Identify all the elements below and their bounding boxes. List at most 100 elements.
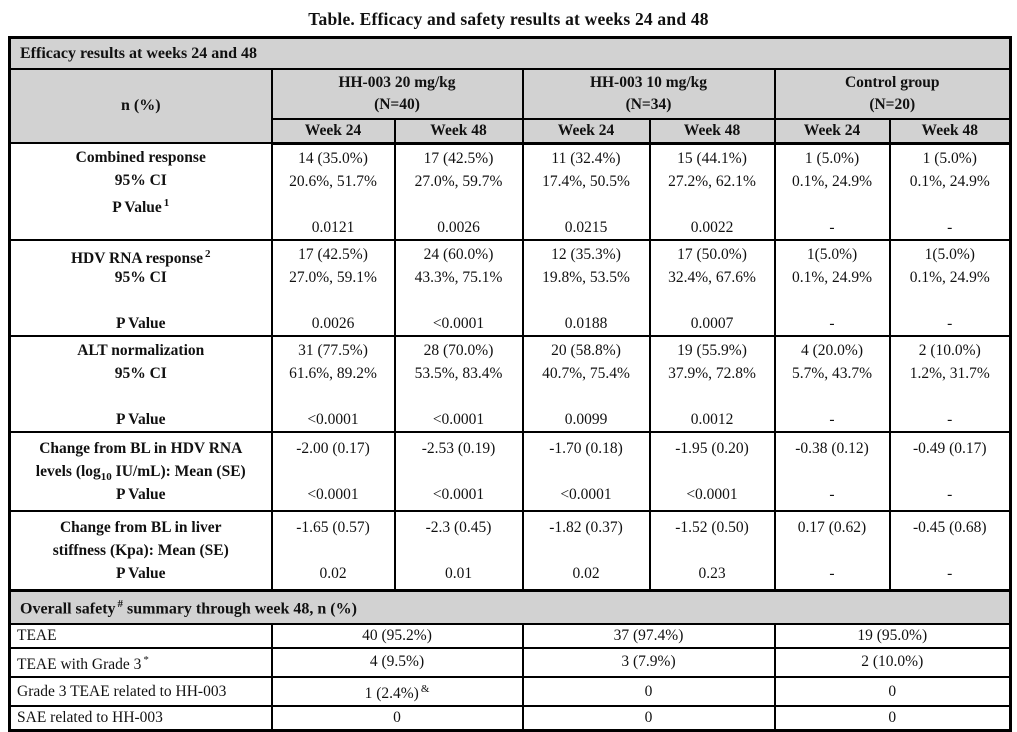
data-cell: 28 (70.0%) 53.5%, 83.4% <0.0001 bbox=[393, 334, 524, 433]
cell-pvalue: - bbox=[947, 485, 953, 503]
group-n: (N=20) bbox=[869, 96, 916, 113]
data-cell: -0.45 (0.68) - bbox=[888, 509, 1012, 591]
pvalue-label: P Value bbox=[115, 410, 166, 428]
safety-value-cell: 0 bbox=[270, 705, 524, 732]
safety-value-cell: 0 bbox=[521, 675, 776, 708]
cell-value: 2 (10.0%) bbox=[918, 341, 981, 359]
cell-value: 4 (20.0%) bbox=[801, 341, 863, 359]
cell-pvalue: - bbox=[829, 485, 835, 503]
safety-section-header: Overall safety # summary through week 48,… bbox=[8, 588, 1012, 625]
data-cell: 15 (44.1%) 27.2%, 62.1% 0.0022 bbox=[648, 142, 776, 241]
safety-value-cell: 0 bbox=[521, 705, 776, 732]
cell-value: 24 (60.0%) bbox=[423, 245, 494, 263]
cell-ci: 53.5%, 83.4% bbox=[414, 364, 503, 382]
cell-value: 17 (42.5%) bbox=[423, 149, 494, 167]
group-name: HH-003 20 mg/kg bbox=[338, 74, 456, 91]
efficacy-row-liver-stiffness-change: Change from BL in liver stiffness (Kpa):… bbox=[8, 509, 1012, 591]
row-label-line2: stiffness (Kpa): Mean (SE) bbox=[52, 541, 229, 559]
efficacy-safety-table: Efficacy results at weeks 24 and 48 n (%… bbox=[8, 36, 1013, 732]
cell-pvalue: 0.0121 bbox=[311, 218, 355, 236]
cell-value: -0.38 (0.12) bbox=[795, 439, 869, 457]
data-cell: -0.38 (0.12) - bbox=[773, 430, 891, 512]
safety-value-cell: 0 bbox=[773, 705, 1012, 732]
data-cell: -2.53 (0.19) <0.0001 bbox=[393, 430, 524, 512]
row-label: Combined response bbox=[75, 149, 206, 166]
data-cell: 31 (77.5%) 61.6%, 89.2% <0.0001 bbox=[270, 334, 396, 433]
ci-label: 95% CI bbox=[114, 268, 167, 286]
pvalue-label: P Value 1 bbox=[112, 197, 170, 217]
cell-ci: 19.8%, 53.5% bbox=[542, 268, 630, 286]
cell-pvalue: 0.0026 bbox=[311, 314, 355, 332]
data-cell: 20 (58.8%) 40.7%, 75.4% 0.0099 bbox=[521, 334, 651, 433]
cell-pvalue: 0.01 bbox=[444, 564, 473, 582]
cell-ci: 0.1%, 24.9% bbox=[791, 172, 873, 190]
data-cell: -1.82 (0.37) 0.02 bbox=[521, 509, 651, 591]
safety-row-label: Grade 3 TEAE related to HH-003 bbox=[8, 675, 273, 708]
row-label-cell: ALT normalization 95% CI P Value bbox=[8, 334, 273, 433]
group-header-row: n (%) HH-003 20 mg/kg (N=40) HH-003 10 m… bbox=[8, 68, 1012, 144]
cell-value: -2.53 (0.19) bbox=[421, 439, 496, 457]
cell-value: 12 (35.3%) bbox=[551, 245, 621, 263]
data-cell: 1(5.0%) 0.1%, 24.9% - bbox=[773, 238, 891, 337]
cell-ci: 40.7%, 75.4% bbox=[542, 364, 630, 382]
footnote-marker: # bbox=[117, 597, 124, 610]
cell-pvalue: - bbox=[829, 410, 835, 428]
cell-value: -1.95 (0.20) bbox=[675, 439, 749, 457]
cell-pvalue: <0.0001 bbox=[432, 410, 485, 428]
group-header-hh003-20mg: HH-003 20 mg/kg (N=40) bbox=[270, 68, 524, 120]
cell-pvalue: - bbox=[829, 218, 835, 236]
cell-ci: 27.0%, 59.7% bbox=[414, 172, 503, 190]
data-cell: -1.65 (0.57) 0.02 bbox=[270, 509, 396, 591]
footnote-marker: 1 bbox=[163, 197, 170, 209]
footnote-marker: * bbox=[143, 653, 149, 666]
week-header-cell: Week 48 bbox=[648, 118, 776, 145]
data-cell: 17 (42.5%) 27.0%, 59.7% 0.0026 bbox=[393, 142, 524, 241]
safety-value-cell: 1 (2.4%) & bbox=[270, 675, 524, 708]
data-cell: 0.17 (0.62) - bbox=[773, 509, 891, 591]
ci-label: 95% CI bbox=[114, 172, 167, 189]
cell-pvalue: 0.0188 bbox=[564, 314, 608, 332]
data-cell: -1.70 (0.18) <0.0001 bbox=[521, 430, 651, 512]
cell-value: 1(5.0%) bbox=[806, 245, 858, 263]
footnote-marker: 2 bbox=[205, 247, 211, 260]
ci-label: 95% CI bbox=[114, 364, 167, 382]
row-label-cell: HDV RNA response 2 95% CI P Value bbox=[8, 238, 273, 337]
cell-value: 14 (35.0%) bbox=[298, 149, 368, 167]
cell-pvalue: 0.0012 bbox=[690, 410, 734, 428]
cell-value: 31 (77.5%) bbox=[298, 341, 368, 359]
data-cell: 1 (5.0%) 0.1%, 24.9% - bbox=[773, 142, 891, 241]
pvalue-label: P Value bbox=[115, 564, 166, 582]
cell-pvalue: - bbox=[947, 410, 953, 428]
cell-ci: 1.2%, 31.7% bbox=[909, 364, 990, 382]
efficacy-row-combined-response: Combined response 95% CI P Value 1 14 (35… bbox=[8, 142, 1012, 241]
row-label: Change from BL in HDV RNA bbox=[39, 439, 243, 457]
cell-value: 15 (44.1%) bbox=[677, 149, 747, 167]
data-cell: 19 (55.9%) 37.9%, 72.8% 0.0012 bbox=[648, 334, 776, 433]
cell-pvalue: 0.02 bbox=[319, 564, 347, 582]
safety-value-cell: 2 (10.0%) bbox=[773, 646, 1012, 678]
data-cell: 12 (35.3%) 19.8%, 53.5% 0.0188 bbox=[521, 238, 651, 337]
cell-value: -1.65 (0.57) bbox=[296, 518, 370, 536]
cell-ci: 0.1%, 24.9% bbox=[909, 268, 990, 286]
data-cell: 1 (5.0%) 0.1%, 24.9% - bbox=[888, 142, 1012, 241]
group-name: Control group bbox=[844, 74, 940, 91]
cell-ci: 5.7%, 43.7% bbox=[791, 364, 873, 382]
data-cell: 2 (10.0%) 1.2%, 31.7% - bbox=[888, 334, 1012, 433]
cell-value: 20 (58.8%) bbox=[551, 341, 621, 359]
efficacy-row-hdv-rna-change: Change from BL in HDV RNA levels (log10 … bbox=[8, 430, 1012, 512]
safety-value-cell: 0 bbox=[773, 675, 1012, 708]
subscript: 10 bbox=[100, 470, 112, 483]
cell-value: 19 (55.9%) bbox=[677, 341, 747, 359]
efficacy-row-hdv-rna-response: HDV RNA response 2 95% CI P Value 17 (42.… bbox=[8, 238, 1012, 337]
safety-value-cell: 40 (95.2%) bbox=[270, 622, 524, 649]
data-cell: -1.95 (0.20) <0.0001 bbox=[648, 430, 776, 512]
data-cell: 24 (60.0%) 43.3%, 75.1% <0.0001 bbox=[393, 238, 524, 337]
row-label-cell: Change from BL in liver stiffness (Kpa):… bbox=[8, 509, 273, 591]
cell-pvalue: - bbox=[829, 314, 835, 332]
efficacy-section-header: Efficacy results at weeks 24 and 48 bbox=[8, 36, 1012, 70]
cell-value: 1 (5.0%) bbox=[922, 149, 977, 167]
cell-value: 17 (50.0%) bbox=[677, 245, 747, 263]
cell-pvalue: - bbox=[947, 564, 953, 582]
cell-value: -0.45 (0.68) bbox=[912, 518, 987, 536]
cell-value: -1.52 (0.50) bbox=[675, 518, 749, 536]
